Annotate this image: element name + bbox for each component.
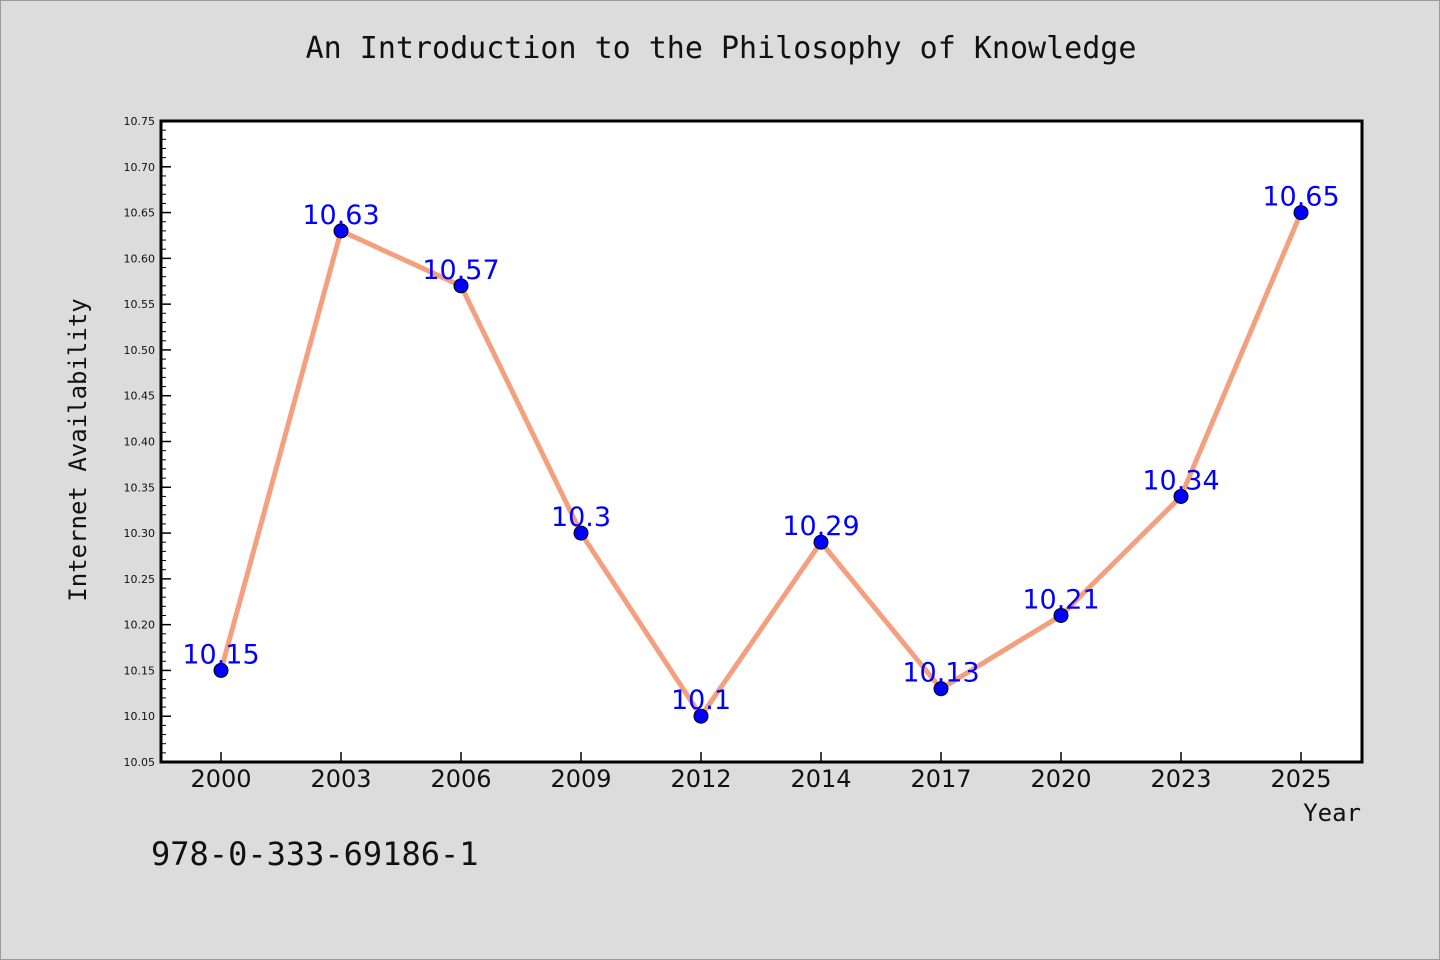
y-tick-label: 10.60 [124,252,156,265]
data-point [213,662,229,678]
y-tick-label: 10.40 [124,436,156,449]
chart-title: An Introduction to the Philosophy of Kno… [305,31,1137,66]
x-tick-label: 2017 [910,765,971,793]
y-tick-label: 10.15 [124,664,156,677]
x-tick-label: 2009 [550,765,611,793]
y-tick-label: 10.25 [124,573,156,586]
data-label: 10.65 [1262,182,1339,213]
x-tick-label: 2006 [430,765,491,793]
data-label: 10.15 [182,639,259,670]
x-tick-label: 2023 [1150,765,1211,793]
y-tick-label: 10.20 [124,619,156,632]
data-point [333,223,349,239]
data-label: 10.3 [551,502,611,533]
x-axis: 2000 2003 2006 2009 2012 2014 2017 2020 2023 2025 [190,752,1332,793]
y-tick-label: 10.50 [124,344,156,357]
y-axis: 10.05 10.10 10.15 10.20 10.25 10.30 10.35 10.40… [124,115,171,769]
data-point [933,681,949,697]
x-tick-label: 2020 [1030,765,1091,793]
series-line [218,210,1304,719]
x-tick-label: 2025 [1270,765,1331,793]
data-label: 10.21 [1022,584,1099,615]
data-point [693,708,709,724]
data-label: 10.34 [1142,465,1219,496]
isbn-code: 978-0-333-69186-1 [151,835,479,873]
x-tick-label: 2000 [190,765,251,793]
data-label: 10.57 [422,255,499,286]
x-axis-label: Year [1303,799,1361,827]
x-tick-label: 2003 [310,765,371,793]
data-point [1053,607,1069,623]
data-labels: 10.15 10.63 10.57 10.3 10.1 10.29 10.13 10.21 10… [182,182,1339,717]
x-tick-label: 2014 [790,765,851,793]
y-tick-label: 10.75 [124,115,156,128]
data-point [813,534,829,550]
data-point [1173,488,1189,504]
plot-area [159,119,1364,764]
data-point [453,278,469,294]
data-label: 10.13 [902,658,979,689]
y-tick-label: 10.10 [124,710,156,723]
data-point [1293,205,1309,221]
y-tick-label: 10.35 [124,481,156,494]
data-label: 10.63 [302,200,379,231]
y-tick-label: 10.45 [124,390,156,403]
series-markers [213,205,1309,724]
data-label: 10.29 [782,511,859,542]
y-tick-label: 10.30 [124,527,156,540]
data-point [573,525,589,541]
x-tick-label: 2012 [670,765,731,793]
y-axis-label: Internet Availability [64,298,92,601]
y-tick-label: 10.70 [124,161,156,174]
data-label: 10.1 [671,685,731,716]
y-tick-label: 10.05 [124,756,156,769]
y-tick-label: 10.65 [124,207,156,220]
y-tick-label: 10.55 [124,298,156,311]
